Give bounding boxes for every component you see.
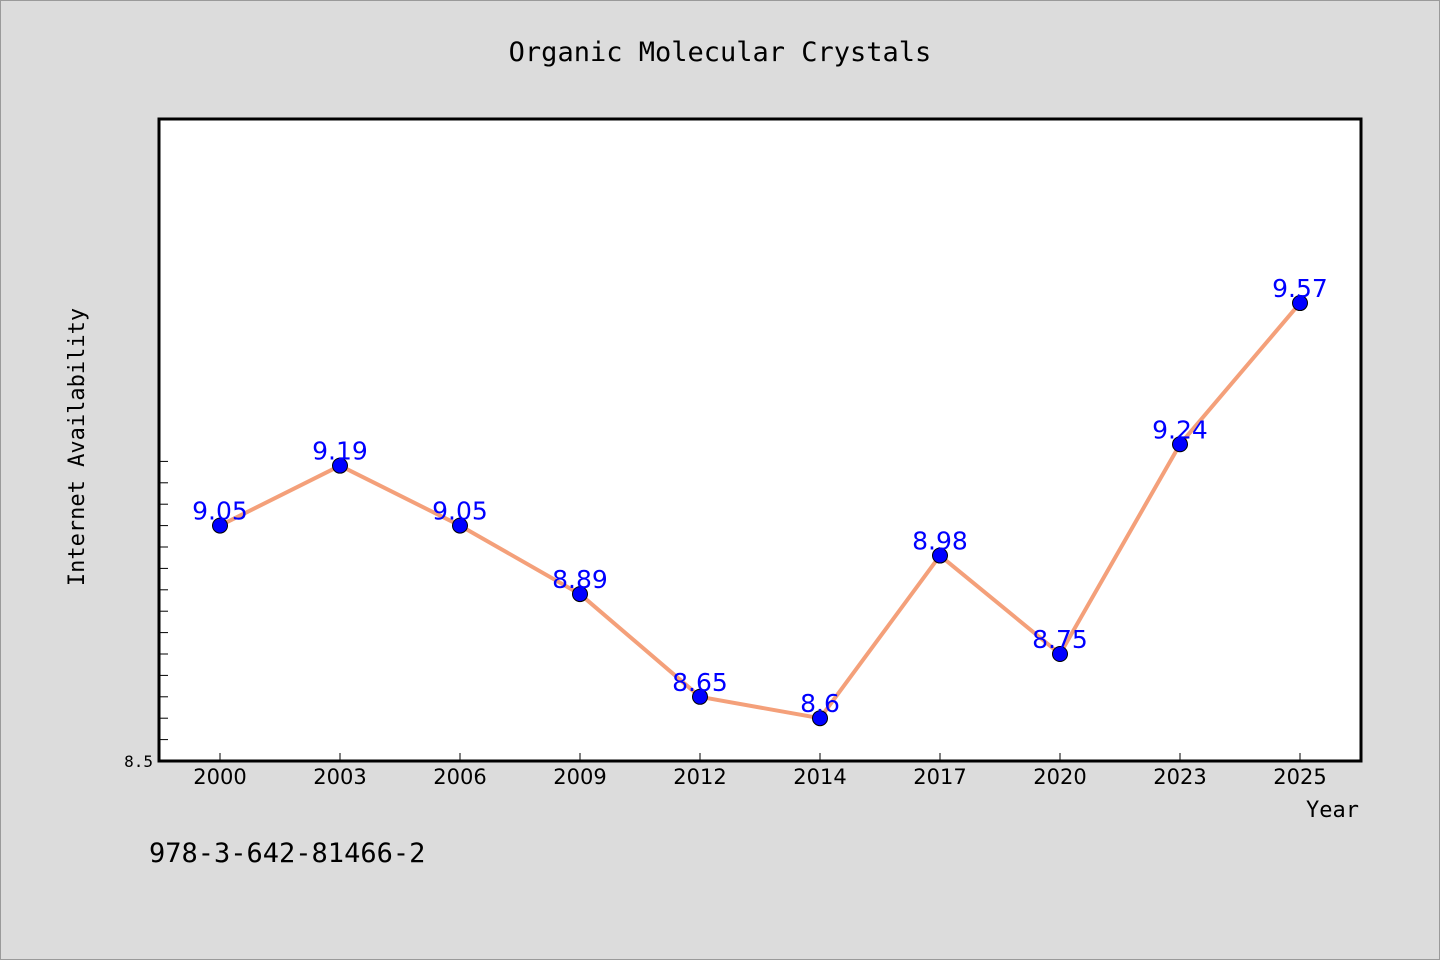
data-point (812, 710, 828, 727)
x-tick-label: 2006 (433, 765, 486, 789)
data-point (692, 688, 708, 705)
data-label: 9.05 (432, 497, 488, 526)
series-line-group (218, 301, 1302, 721)
x-tick-label: 2017 (913, 765, 966, 789)
data-point (932, 547, 948, 564)
data-point (212, 517, 228, 534)
y-axis-ticks (159, 460, 168, 741)
chart-title: Organic Molecular Crystals (509, 37, 932, 68)
x-axis-label: Year (1306, 798, 1359, 823)
data-label: 8.6 (800, 689, 840, 718)
plot-area (157, 117, 1363, 763)
data-label: 9.57 (1272, 274, 1328, 303)
data-label: 8.65 (672, 668, 728, 697)
x-tick-label: 2020 (1033, 765, 1086, 789)
y-axis-label: Internet Availability (65, 308, 90, 586)
data-point (1052, 646, 1068, 662)
x-tick-label: 2003 (313, 765, 366, 789)
data-label: 9.05 (192, 497, 248, 526)
x-tick-label: 2014 (793, 765, 846, 789)
isbn-footnote: 978-3-642-81466-2 (149, 838, 425, 869)
x-tick-label: 2012 (673, 765, 726, 789)
data-point (1292, 295, 1308, 312)
series-line (218, 301, 1302, 721)
x-axis-tick-labels: 2000 2003 2006 2009 2012 2014 2017 2020 2023 2025 (193, 765, 1326, 789)
data-label: 8.89 (552, 565, 608, 594)
x-tick-label: 2025 (1273, 765, 1326, 789)
data-point (572, 586, 588, 603)
y-axis-tick-labels: 8.5 (124, 752, 153, 771)
data-point (1172, 436, 1188, 453)
data-label: 8.98 (912, 527, 968, 556)
data-label: 9.24 (1152, 415, 1208, 444)
data-labels-group: 9.05 9.19 9.05 8.89 8.65 8.6 8.98 8.75 9.24 9.57 (192, 274, 1328, 718)
data-label: 8.75 (1032, 625, 1088, 654)
x-tick-label: 2023 (1153, 765, 1206, 789)
data-label: 9.19 (312, 437, 368, 466)
data-point (332, 457, 348, 474)
x-axis-ticks (219, 753, 1301, 761)
x-tick-label: 2000 (193, 765, 246, 789)
y-tick-label: 8.5 (124, 752, 153, 771)
x-tick-label: 2009 (553, 765, 606, 789)
data-points-group (212, 295, 1308, 727)
data-point (452, 517, 468, 534)
